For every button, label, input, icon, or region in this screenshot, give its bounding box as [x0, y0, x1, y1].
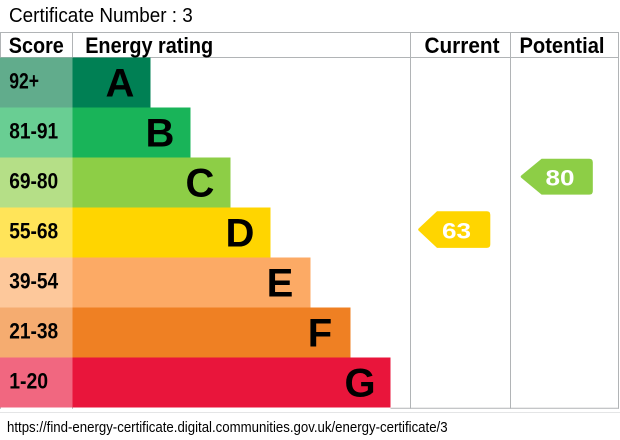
- svg-text:Energy rating: Energy rating: [85, 33, 213, 58]
- svg-text:A: A: [106, 62, 135, 106]
- svg-text:C: C: [186, 162, 215, 206]
- svg-text:80: 80: [546, 166, 575, 191]
- svg-text:55-68: 55-68: [9, 219, 58, 244]
- svg-text:E: E: [267, 262, 294, 306]
- svg-text:Potential: Potential: [520, 33, 605, 58]
- svg-text:1-20: 1-20: [9, 369, 48, 394]
- svg-text:B: B: [146, 112, 175, 156]
- svg-text:21-38: 21-38: [9, 319, 58, 344]
- svg-text:69-80: 69-80: [9, 169, 58, 194]
- svg-text:Score: Score: [9, 33, 64, 58]
- svg-text:F: F: [308, 312, 332, 356]
- svg-text:G: G: [344, 362, 375, 406]
- svg-text:D: D: [226, 212, 255, 256]
- svg-text:81-91: 81-91: [9, 119, 58, 144]
- svg-text:Current: Current: [425, 33, 500, 58]
- svg-text:92+: 92+: [9, 69, 39, 94]
- svg-text:63: 63: [442, 219, 471, 244]
- svg-text:39-54: 39-54: [9, 269, 59, 294]
